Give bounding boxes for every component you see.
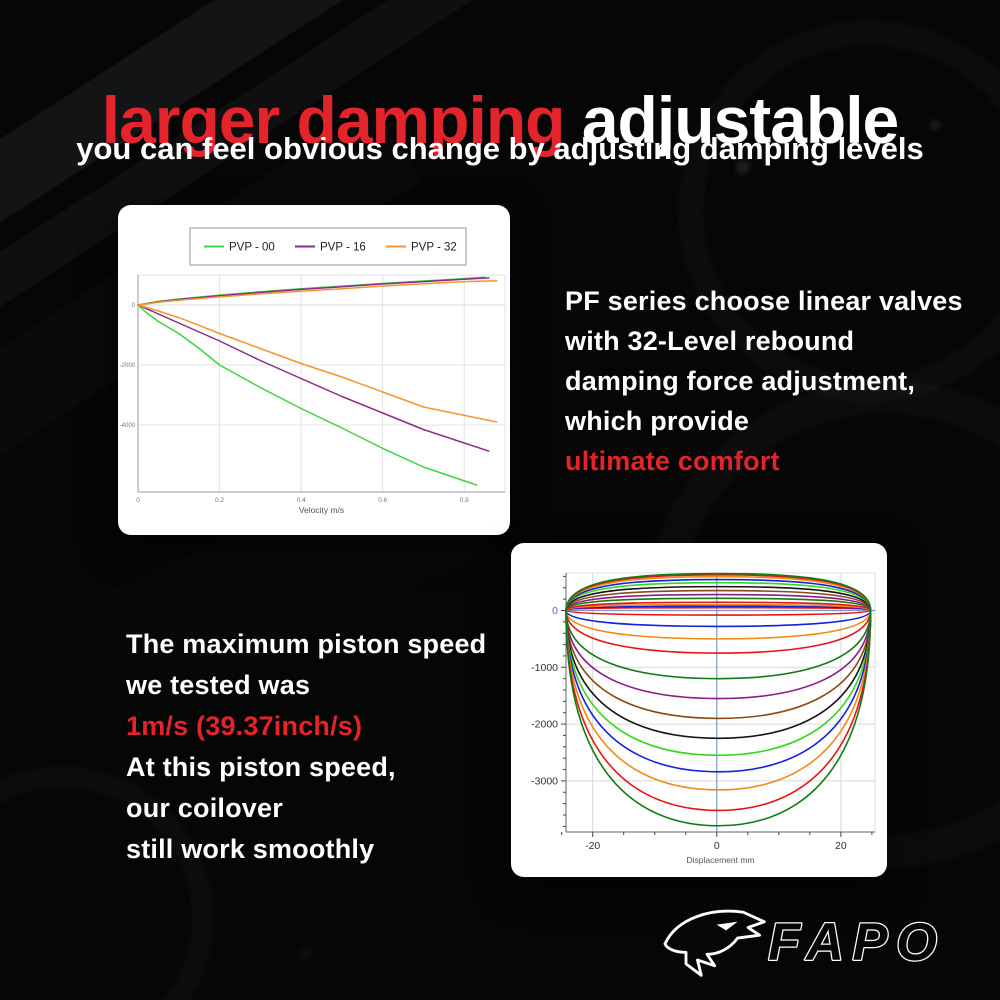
pf-text-highlight: ultimate comfort — [565, 446, 780, 476]
velocity-chart-card: 0 0.2 0.4 0.6 0.8 0 -2000 -4000 Velocity m/s PVP … — [118, 205, 510, 535]
pf-series-text: PF series choose linear valves with 32-L… — [565, 281, 963, 481]
svg-text:20: 20 — [835, 840, 847, 852]
background-bokeh-dot — [736, 160, 750, 174]
svg-text:0: 0 — [714, 840, 720, 852]
svg-text:0: 0 — [132, 303, 136, 309]
piston-text-line: The maximum piston speed — [126, 629, 487, 659]
pf-text-line: with 32-Level rebound — [565, 326, 855, 356]
svg-text:-1000: -1000 — [531, 662, 558, 674]
piston-speed-text: The maximum piston speed we tested was 1… — [126, 624, 486, 870]
svg-text:0.4: 0.4 — [297, 497, 306, 504]
title-white-part: adjustable — [564, 83, 899, 158]
page-title: larger damping adjustable — [0, 84, 1000, 157]
svg-text:-4000: -4000 — [120, 423, 136, 429]
pf-text-line: PF series choose linear valves — [565, 286, 963, 316]
velocity-chart: 0 0.2 0.4 0.6 0.8 0 -2000 -4000 Velocity m/s PVP … — [120, 227, 506, 515]
pf-text-line: damping force adjustment, — [565, 366, 916, 396]
svg-text:Displacement mm: Displacement mm — [686, 855, 754, 865]
svg-text:PVP - 16: PVP - 16 — [320, 242, 366, 254]
svg-text:PVP - 00: PVP - 00 — [229, 242, 275, 254]
piston-text-line: At this piston speed, — [126, 752, 396, 782]
svg-text:-2000: -2000 — [120, 363, 136, 369]
pf-text-line: which provide — [565, 406, 750, 436]
svg-text:Velocity m/s: Velocity m/s — [299, 505, 344, 515]
svg-text:-20: -20 — [585, 840, 600, 852]
svg-text:0.2: 0.2 — [215, 497, 224, 504]
logo-wordmark: FAPO — [768, 913, 945, 972]
displacement-chart: -20 0 20 0 -1000 -2000 -3000 Displacement mm — [531, 572, 876, 865]
piston-text-highlight: 1m/s (39.37inch/s) — [126, 711, 363, 741]
title-red-part: larger damping — [101, 83, 566, 158]
svg-text:-2000: -2000 — [531, 719, 558, 731]
svg-text:PVP - 32: PVP - 32 — [411, 242, 457, 254]
svg-text:0.6: 0.6 — [378, 497, 387, 504]
background-bokeh-dot — [930, 120, 940, 130]
displacement-chart-card: -20 0 20 0 -1000 -2000 -3000 Displacement mm — [511, 543, 887, 877]
eagle-head-icon — [663, 909, 766, 977]
svg-text:0: 0 — [552, 605, 558, 617]
page-subtitle: you can feel obvious change by adjusting… — [76, 131, 924, 166]
svg-text:0.8: 0.8 — [460, 497, 469, 504]
svg-text:0: 0 — [136, 497, 140, 504]
fapo-logo: FAPO — [663, 909, 945, 977]
piston-text-line: we tested was — [126, 670, 311, 700]
background-bokeh-dot — [300, 948, 312, 960]
svg-text:-3000: -3000 — [531, 775, 558, 787]
piston-text-line: our coilover — [126, 793, 283, 823]
piston-text-line: still work smoothly — [126, 834, 375, 864]
